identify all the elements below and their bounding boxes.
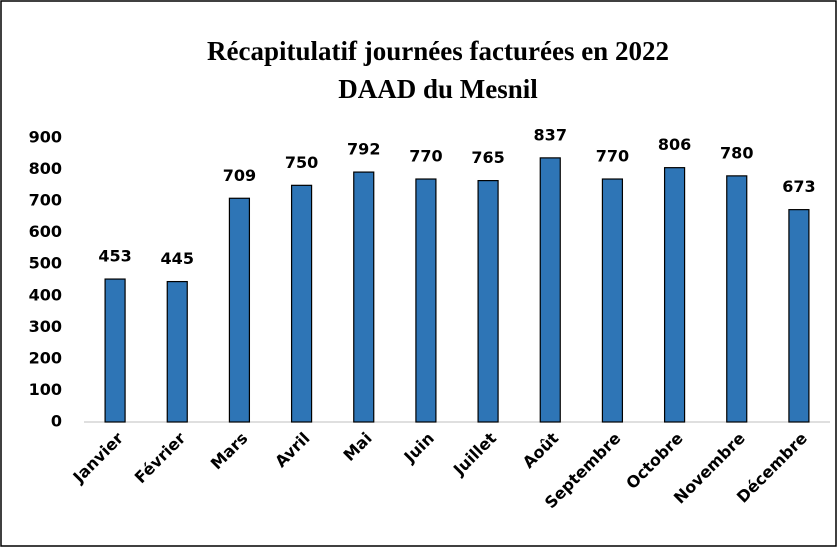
y-tick-label: 700 <box>29 191 62 210</box>
chart-subtitle: DAAD du Mesnil <box>338 74 538 104</box>
y-tick-label: 300 <box>29 317 62 336</box>
bar <box>726 175 748 423</box>
data-label: 709 <box>223 166 256 185</box>
data-label: 837 <box>534 125 567 144</box>
bar <box>353 171 375 423</box>
y-tick-label: 0 <box>51 412 62 431</box>
bar <box>415 178 437 423</box>
bar <box>166 280 188 423</box>
y-tick-label: 500 <box>29 254 62 273</box>
data-label: 806 <box>658 135 691 154</box>
bar <box>228 197 251 423</box>
data-label: 792 <box>347 140 380 159</box>
bar <box>290 184 313 423</box>
data-label: 780 <box>720 143 753 162</box>
bar <box>539 157 561 423</box>
y-tick-label: 800 <box>29 159 62 178</box>
bar <box>663 167 686 423</box>
data-label: 770 <box>596 147 629 166</box>
bar <box>601 178 624 423</box>
bar <box>788 209 810 423</box>
data-label: 453 <box>98 247 131 266</box>
y-tick-label: 400 <box>29 285 62 304</box>
data-label: 770 <box>409 147 442 166</box>
data-label: 765 <box>471 148 504 167</box>
data-label: 750 <box>285 153 318 172</box>
y-tick-label: 900 <box>29 128 62 147</box>
data-label: 445 <box>161 249 194 268</box>
bar <box>477 180 499 423</box>
y-tick-label: 600 <box>29 222 62 241</box>
data-label: 673 <box>782 177 815 196</box>
y-tick-label: 100 <box>29 380 62 399</box>
bar <box>104 278 126 423</box>
chart-title: Récapitulatif journées facturées en 2022 <box>207 36 669 66</box>
y-tick-label: 200 <box>29 348 62 367</box>
